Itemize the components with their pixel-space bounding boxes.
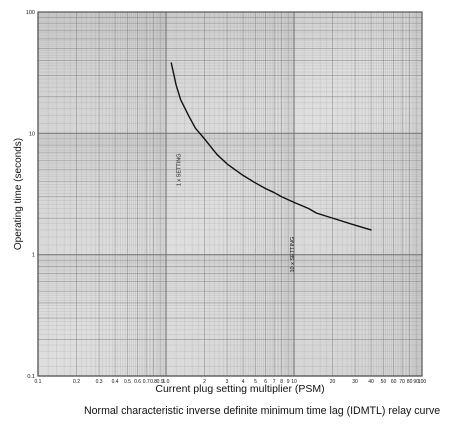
x-tick-label: 0.1 <box>35 379 42 385</box>
y-axis-label: Operating time (seconds) <box>13 138 24 250</box>
x-tick-label: 20 <box>330 379 336 385</box>
plot-grid <box>37 11 423 377</box>
series-group <box>170 62 372 231</box>
y-tick-label: 1 <box>32 253 35 259</box>
tick-labels: 0.1 0.2 0.3 0.4 0.5 0.6 0.7 0.8 0.91.0 2 3 4 5 6 7 8 9 10… <box>26 10 427 385</box>
x-tick-label: 5 <box>254 379 257 385</box>
x-axis-label: Current plug setting multiplier (PSM) <box>155 383 324 395</box>
x-tick-label: 0.2 <box>73 379 80 385</box>
plot-frame <box>37 11 423 377</box>
x-tick-label: 6 <box>264 379 267 385</box>
x-tick-label: 2 <box>203 379 206 385</box>
x-tick-label: 100 <box>418 379 427 385</box>
x-tick-label: 4 <box>242 379 245 385</box>
x-tick-label: 7 <box>273 379 276 385</box>
annotation-label: 10 x SETTING <box>290 237 296 273</box>
x-tick-label: 0.9 <box>157 379 164 385</box>
y-tick-label: 100 <box>26 10 35 16</box>
x-tick-label: 0.7 <box>143 379 150 385</box>
series-line <box>170 62 372 231</box>
x-tick-label: 0.4 <box>112 379 119 385</box>
x-tick-label: 50 <box>381 379 387 385</box>
x-tick-label: 0.8 <box>150 379 157 385</box>
x-tick-label: 9 <box>287 379 290 385</box>
x-tick-label: 1.0 <box>163 379 170 385</box>
plot-background <box>38 12 422 376</box>
x-tick-label: 8 <box>280 379 283 385</box>
x-tick-label: 10 <box>291 379 297 385</box>
x-tick-label: 30 <box>352 379 358 385</box>
x-tick-label: 0.3 <box>96 379 103 385</box>
y-tick-label: 0.1 <box>27 374 35 380</box>
x-tick-label: 0.6 <box>134 379 141 385</box>
x-tick-label: 40 <box>368 379 374 385</box>
x-tick-label: 90 <box>413 379 419 385</box>
figure-caption: Normal characteristic inverse definite m… <box>84 405 441 417</box>
annotation-label: 1 x SETTING <box>177 154 183 187</box>
x-tick-label: 70 <box>399 379 405 385</box>
x-tick-label: 3 <box>226 379 229 385</box>
y-tick-label: 10 <box>29 131 35 137</box>
x-tick-label: 80 <box>407 379 413 385</box>
x-tick-label: 0.5 <box>124 379 131 385</box>
annotation-group: 1 x SETTING 10 x SETTING <box>177 154 296 273</box>
x-tick-label: 60 <box>391 379 397 385</box>
